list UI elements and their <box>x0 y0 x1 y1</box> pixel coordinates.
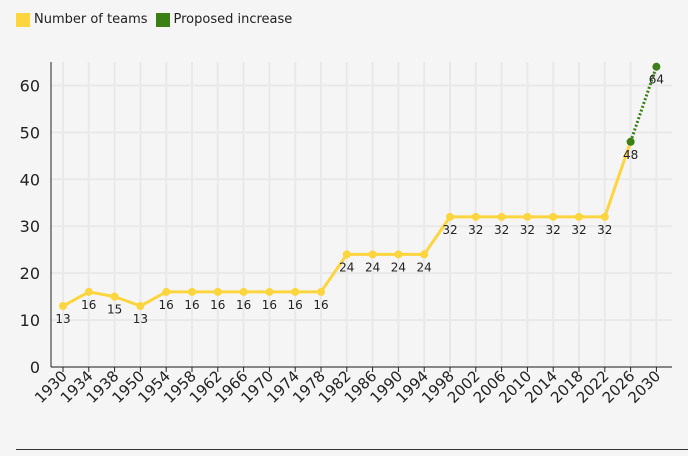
data-label: 48 <box>623 148 638 162</box>
legend-item-proposed: Proposed increase <box>155 12 293 27</box>
legend-label-proposed: Proposed increase <box>173 12 293 27</box>
data-point-teams <box>368 250 377 259</box>
data-label: 16 <box>81 298 96 312</box>
data-label: 16 <box>262 298 277 312</box>
legend: Number of teams Proposed increase <box>16 12 300 27</box>
data-label: 32 <box>468 223 483 237</box>
y-tick-label: 40 <box>20 170 40 189</box>
data-point-teams <box>136 302 145 310</box>
data-point-teams <box>265 287 274 296</box>
y-tick-label: 20 <box>20 264 40 283</box>
data-label: 13 <box>55 312 70 326</box>
data-label: 24 <box>339 260 354 274</box>
y-tick-label: 50 <box>20 123 40 142</box>
data-point-teams <box>213 287 222 296</box>
data-point-teams <box>59 302 67 310</box>
data-point-teams <box>110 292 119 301</box>
data-label: 32 <box>520 223 535 237</box>
legend-swatch-teams <box>16 12 30 27</box>
data-point-teams <box>575 212 583 221</box>
data-point-teams <box>471 212 480 221</box>
data-label: 32 <box>546 223 561 237</box>
data-point-teams <box>84 287 93 296</box>
data-label: 13 <box>133 312 148 326</box>
data-label: 16 <box>288 298 303 312</box>
y-tick-label: 0 <box>30 358 40 377</box>
data-point-teams <box>291 287 300 296</box>
y-tick-label: 60 <box>20 76 40 95</box>
legend-swatch-proposed <box>155 12 170 27</box>
data-label: 15 <box>107 303 122 317</box>
data-label: 32 <box>442 223 457 237</box>
data-label: 24 <box>417 260 432 274</box>
data-label: 32 <box>597 223 612 237</box>
data-point-teams <box>162 287 171 296</box>
data-point-teams <box>600 212 609 221</box>
data-point-proposed <box>652 62 661 71</box>
data-label: 32 <box>494 223 509 237</box>
data-point-teams <box>342 250 351 259</box>
legend-item-teams: Number of teams <box>16 12 148 27</box>
y-tick-label: 10 <box>20 311 40 330</box>
data-label: 16 <box>159 298 174 312</box>
data-label: 16 <box>184 298 199 312</box>
bottom-divider <box>16 449 688 450</box>
y-tick-label: 30 <box>20 217 40 236</box>
data-point-teams <box>446 212 454 221</box>
data-label: 16 <box>236 298 251 312</box>
data-point-teams <box>317 287 325 296</box>
data-point-teams <box>549 212 558 221</box>
data-label: 64 <box>649 73 664 87</box>
data-label: 32 <box>571 223 586 237</box>
series-line-proposed <box>629 66 658 143</box>
data-label: 16 <box>313 298 328 312</box>
legend-label-teams: Number of teams <box>34 12 148 27</box>
data-point-teams <box>523 212 532 221</box>
data-label: 16 <box>210 298 225 312</box>
data-point-proposed <box>626 137 635 146</box>
data-point-teams <box>394 250 403 259</box>
data-point-teams <box>420 250 429 259</box>
data-label: 24 <box>391 260 406 274</box>
data-point-teams <box>188 287 196 296</box>
data-point-teams <box>239 287 248 296</box>
data-point-teams <box>497 212 506 221</box>
data-label: 24 <box>365 260 380 274</box>
